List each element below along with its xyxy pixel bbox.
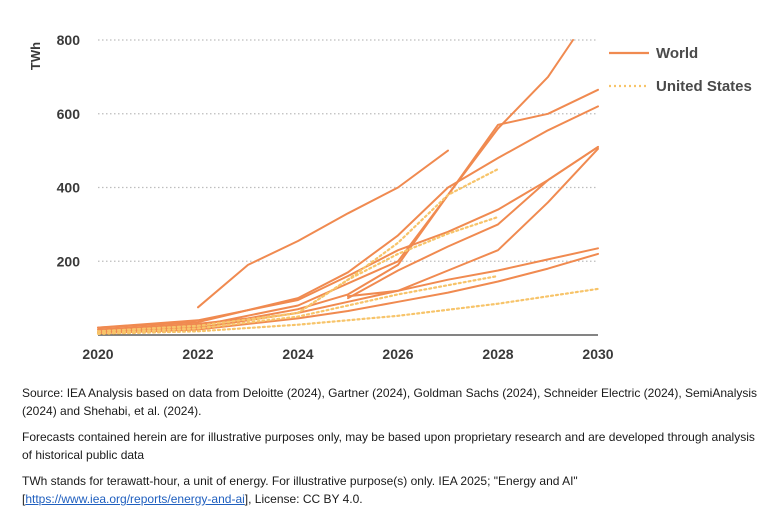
series-lines (96, 39, 600, 335)
x-tick-label: 2026 (382, 346, 413, 362)
x-tick-label: 2028 (482, 346, 513, 362)
x-tick-label: 2022 (182, 346, 213, 362)
y-tick-label: 800 (57, 32, 81, 48)
world-series-line (97, 145, 599, 329)
united-states-series-line (96, 274, 500, 335)
world-series-line (97, 252, 599, 335)
united-states-series-line (246, 168, 500, 322)
license-prefix: TWh stands for terawatt-hour, a unit of … (22, 474, 578, 506)
y-tick-label: 400 (57, 180, 81, 196)
license-suffix: ], License: CC BY 4.0. (244, 492, 363, 506)
chart: 200 400 600 800 2020 2022 2024 2026 2028 2030 Wor… (28, 32, 752, 362)
world-series-line (97, 247, 599, 334)
united-states-series-line (96, 215, 500, 333)
chart-notes: Source: IEA Analysis based on data from … (22, 384, 762, 516)
license-note: TWh stands for terawatt-hour, a unit of … (22, 472, 762, 508)
world-series-line (97, 88, 599, 331)
disclaimer-note: Forecasts contained herein are for illus… (22, 430, 755, 462)
x-tick-label: 2030 (582, 346, 613, 362)
y-axis-label: TWh (28, 42, 43, 70)
legend-label-world: World (656, 45, 698, 62)
source-note: Source: IEA Analysis based on data from … (22, 386, 758, 418)
legend-label-united-states: United States (656, 78, 752, 95)
x-tick-label: 2020 (82, 346, 113, 362)
united-states-series-line (96, 287, 600, 335)
y-tick-label: 600 (57, 106, 81, 122)
axes: 200 400 600 800 2020 2022 2024 2026 2028 2030 (57, 32, 614, 362)
gridlines (98, 39, 598, 262)
report-link[interactable]: https://www.iea.org/reports/energy-and-a… (25, 492, 245, 506)
x-tick-label: 2024 (282, 346, 313, 362)
world-series-line (197, 149, 449, 309)
y-tick-label: 200 (57, 253, 81, 269)
world-series-line (347, 145, 599, 300)
legend: World United States (609, 45, 752, 95)
